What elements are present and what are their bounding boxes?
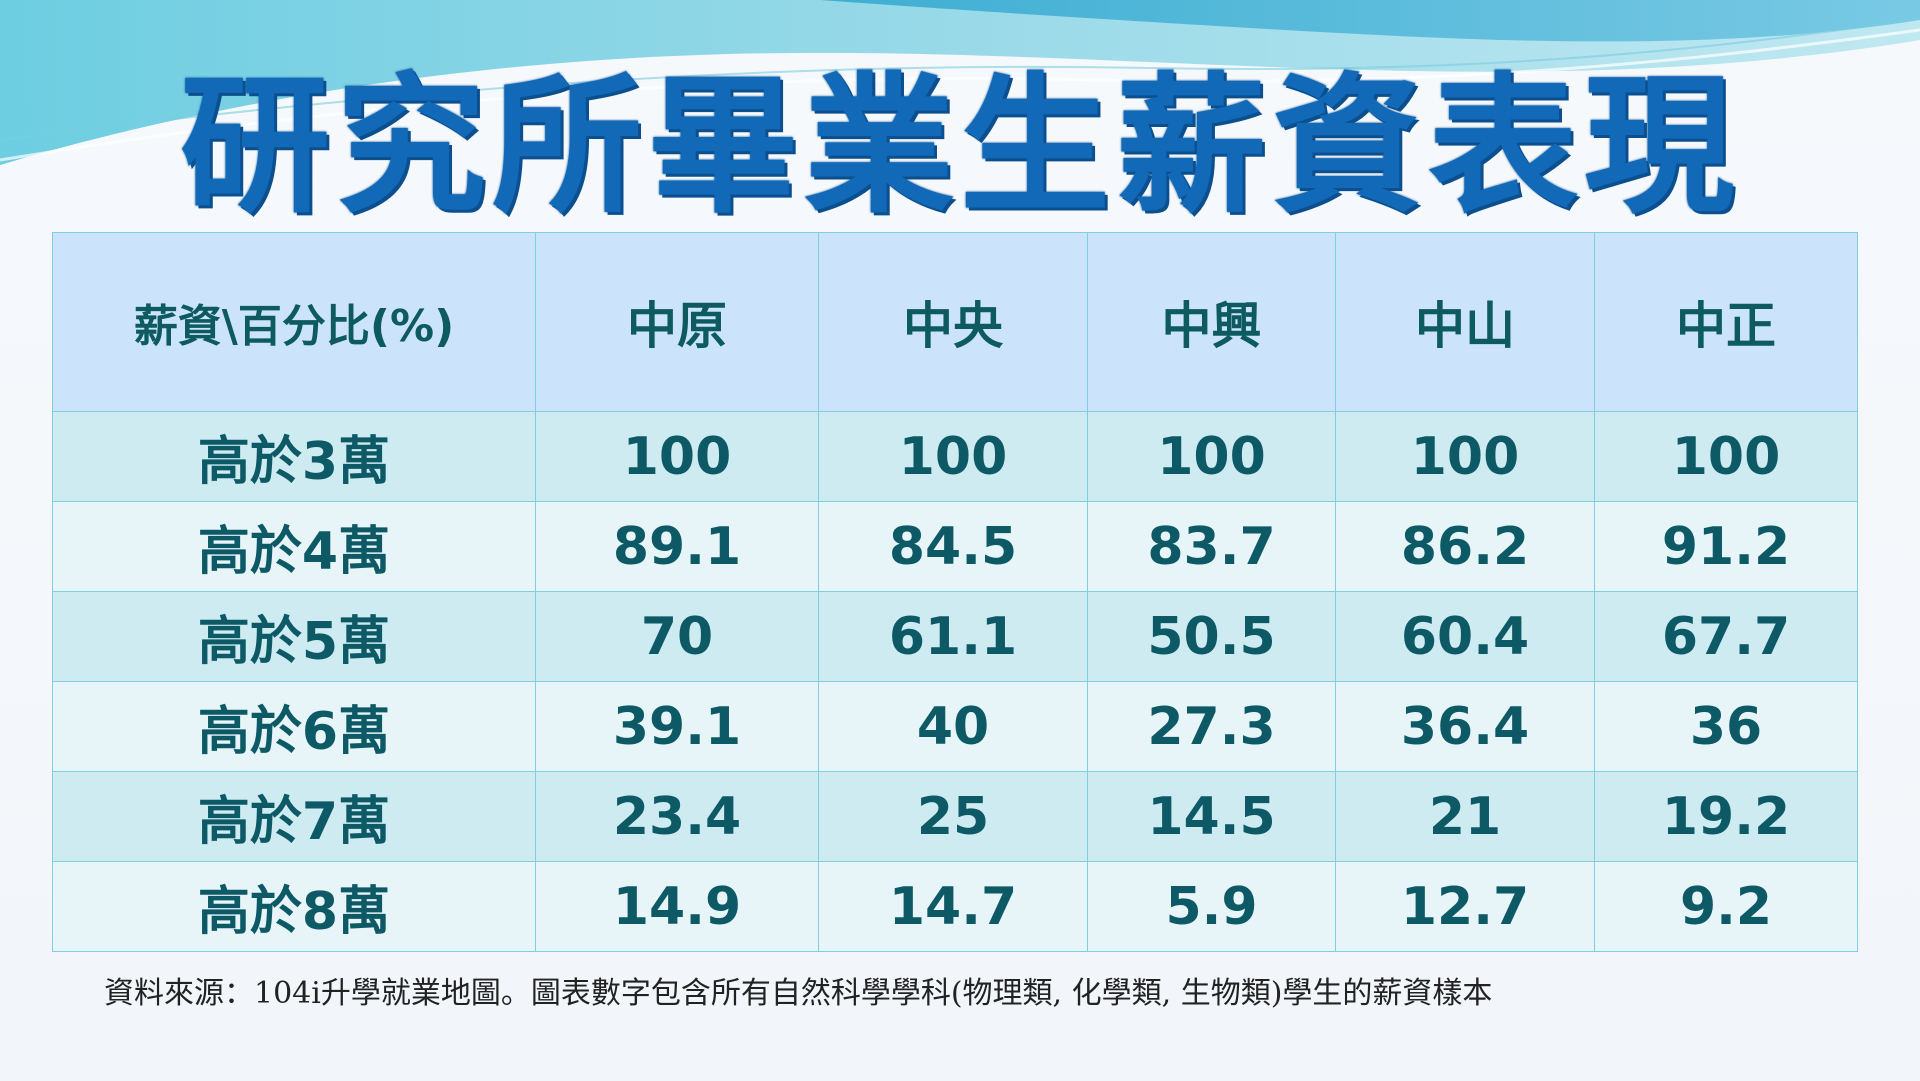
- table-row: 高於5萬 70 61.1 50.5 60.4 67.7: [52, 591, 1858, 682]
- table-cell: 19.2: [1594, 771, 1858, 862]
- table-cell: 83.7: [1087, 501, 1336, 592]
- salary-table-container: 薪資\百分比(%) 中原 中央 中興 中山 中正 高於3萬 100 100 10…: [52, 232, 1858, 952]
- column-header: 中興: [1087, 232, 1336, 412]
- table-cell: 70: [535, 591, 819, 682]
- table-cell: 36: [1594, 681, 1858, 772]
- table-cell: 12.7: [1335, 861, 1595, 952]
- wave-background: [0, 0, 1920, 165]
- table-cell: 9.2: [1594, 861, 1858, 952]
- corner-header: 薪資\百分比(%): [52, 232, 536, 412]
- row-label: 高於8萬: [52, 861, 536, 952]
- row-label: 高於7萬: [52, 771, 536, 862]
- table-cell: 14.9: [535, 861, 819, 952]
- table-cell: 50.5: [1087, 591, 1336, 682]
- table-cell: 40: [818, 681, 1088, 772]
- table-cell: 27.3: [1087, 681, 1336, 772]
- salary-table: 薪資\百分比(%) 中原 中央 中興 中山 中正 高於3萬 100 100 10…: [52, 232, 1858, 952]
- table-cell: 100: [535, 411, 819, 502]
- table-row: 高於6萬 39.1 40 27.3 36.4 36: [52, 681, 1858, 772]
- row-label: 高於3萬: [52, 411, 536, 502]
- table-cell: 89.1: [535, 501, 819, 592]
- column-header: 中山: [1335, 232, 1595, 412]
- table-cell: 61.1: [818, 591, 1088, 682]
- table-row: 高於4萬 89.1 84.5 83.7 86.2 91.2: [52, 501, 1858, 592]
- table-cell: 91.2: [1594, 501, 1858, 592]
- column-header: 中正: [1594, 232, 1858, 412]
- table-cell: 36.4: [1335, 681, 1595, 772]
- table-row: 高於8萬 14.9 14.7 5.9 12.7 9.2: [52, 861, 1858, 952]
- row-label: 高於4萬: [52, 501, 536, 592]
- table-cell: 100: [1087, 411, 1336, 502]
- column-header: 中央: [818, 232, 1088, 412]
- table-cell: 100: [818, 411, 1088, 502]
- table-cell: 100: [1335, 411, 1595, 502]
- row-label: 高於5萬: [52, 591, 536, 682]
- row-label: 高於6萬: [52, 681, 536, 772]
- table-cell: 100: [1594, 411, 1858, 502]
- table-header-row: 薪資\百分比(%) 中原 中央 中興 中山 中正: [52, 232, 1858, 412]
- table-cell: 14.5: [1087, 771, 1336, 862]
- table-row: 高於7萬 23.4 25 14.5 21 19.2: [52, 771, 1858, 862]
- table-cell: 25: [818, 771, 1088, 862]
- table-row: 高於3萬 100 100 100 100 100: [52, 411, 1858, 502]
- column-header: 中原: [535, 232, 819, 412]
- table-cell: 60.4: [1335, 591, 1595, 682]
- table-cell: 23.4: [535, 771, 819, 862]
- source-note: 資料來源：104i升學就業地圖。圖表數字包含所有自然科學學科(物理類, 化學類,…: [104, 976, 1493, 1011]
- table-cell: 5.9: [1087, 861, 1336, 952]
- table-cell: 39.1: [535, 681, 819, 772]
- table-cell: 14.7: [818, 861, 1088, 952]
- table-cell: 21: [1335, 771, 1595, 862]
- table-cell: 86.2: [1335, 501, 1595, 592]
- table-cell: 84.5: [818, 501, 1088, 592]
- table-cell: 67.7: [1594, 591, 1858, 682]
- page-title: 研究所畢業生薪資表現: [179, 60, 1740, 234]
